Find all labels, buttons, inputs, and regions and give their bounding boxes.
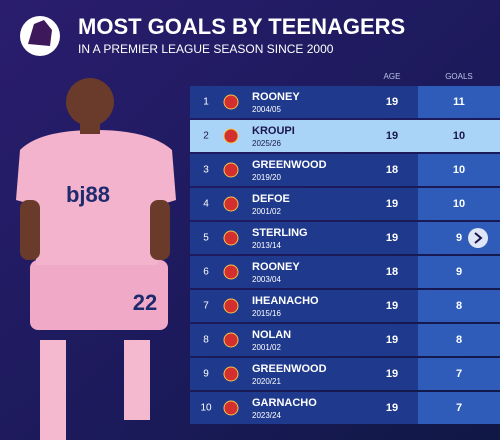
goals-cell [418,324,500,356]
goals: 10 [453,130,465,142]
player-name: GREENWOOD [252,363,327,375]
player-name: ROONEY [252,261,300,273]
title: MOST GOALS BY TEENAGERS [78,14,405,39]
season: 2013/14 [252,241,281,250]
club-badge [223,400,239,416]
goals: 10 [453,164,465,176]
age: 19 [386,198,398,210]
column-header: GOALS [445,72,473,81]
player-name: IHEANACHO [252,295,319,307]
goals: 9 [456,266,462,278]
goals: 7 [456,368,462,380]
goals-cell [418,392,500,424]
goals-cell [418,154,500,186]
player-name: DEFOE [252,193,290,205]
player-name: NOLAN [252,329,291,341]
club-badge [223,298,239,314]
age: 19 [386,130,398,142]
rank: 1 [203,97,209,108]
club-badge [223,264,239,280]
rank: 3 [203,165,209,176]
goals-cell [418,256,500,288]
player-name: KROUPI [252,125,295,137]
goals-cell [418,188,500,220]
player-image: bj88 22 [16,78,176,440]
season: 2025/26 [252,139,281,148]
goals-cell [418,86,500,118]
subtitle: IN A PREMIER LEAGUE SEASON SINCE 2000 [78,42,334,56]
table: 1 ROONEY 2004/05 19 11 2 KROUPI 2025/26 19 10 3 GRE… [190,86,500,424]
shirt-sponsor: bj88 [66,182,110,207]
club-badge [223,230,239,246]
club-badge [223,196,239,212]
rank: 2 [203,131,209,142]
goals-cell [418,290,500,322]
season: 2020/21 [252,377,281,386]
season: 2001/02 [252,343,281,352]
rank: 7 [203,301,209,312]
age: 18 [386,266,398,278]
player-name: GARNACHO [252,397,317,409]
season: 2001/02 [252,207,281,216]
shirt-number: 22 [133,290,157,315]
club-badge [223,128,239,144]
player-name: GREENWOOD [252,159,327,171]
next-arrow [468,228,488,248]
club-badge [223,162,239,178]
rank: 5 [203,233,209,244]
goals: 11 [453,96,465,108]
rank: 4 [203,199,209,210]
club-badge [223,332,239,348]
rank: 10 [200,403,212,414]
season: 2004/05 [252,105,281,114]
age: 19 [386,402,398,414]
rank: 6 [203,267,209,278]
club-badge [223,366,239,382]
age: 19 [386,96,398,108]
goals: 8 [456,334,462,346]
age: 19 [386,334,398,346]
rank: 8 [203,335,209,346]
goals-cell [418,120,500,152]
age: 19 [386,300,398,312]
column-header: AGE [384,72,401,81]
next-arrow-icon [474,232,483,244]
season: 2019/20 [252,173,281,182]
goals: 8 [456,300,462,312]
club-badge [223,94,239,110]
goals: 9 [456,232,462,244]
goals: 7 [456,402,462,414]
player-name: STERLING [252,227,308,239]
season: 2003/04 [252,275,281,284]
player-name: ROONEY [252,91,300,103]
age: 19 [386,232,398,244]
goals: 10 [453,198,465,210]
goals-cell [418,358,500,390]
age: 19 [386,368,398,380]
age: 18 [386,164,398,176]
league-logo [20,16,60,56]
season: 2023/24 [252,411,281,420]
rank: 9 [203,369,209,380]
season: 2015/16 [252,309,281,318]
